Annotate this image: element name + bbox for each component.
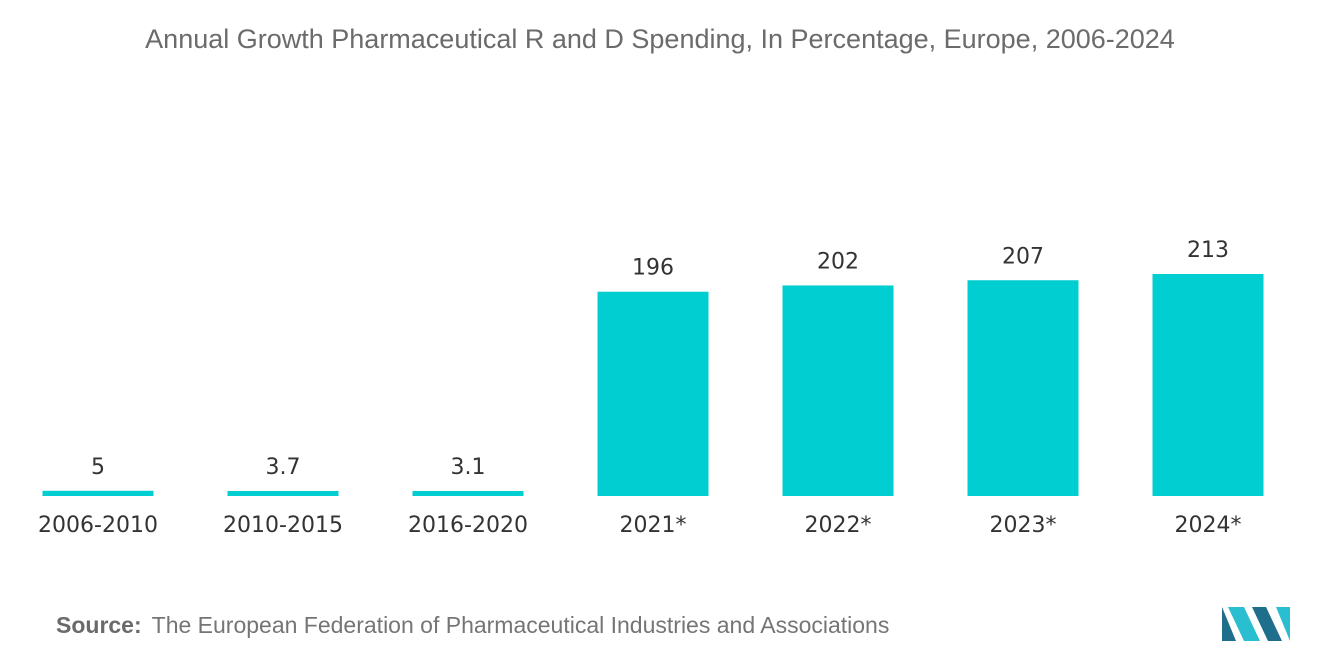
logo-right-stroke — [1252, 607, 1282, 641]
source-note: Source: The European Federation of Pharma… — [56, 612, 889, 639]
category-label: 2024* — [1175, 513, 1242, 538]
value-label: 3.1 — [451, 455, 486, 480]
source-text: The European Federation of Pharmaceutica… — [151, 612, 890, 638]
logo-end-stroke — [1276, 607, 1290, 641]
value-label: 202 — [817, 249, 859, 274]
logo-middle-stroke — [1228, 607, 1260, 641]
logo-left-stroke — [1222, 607, 1236, 641]
value-label: 3.7 — [266, 455, 301, 480]
bar-2021 — [597, 291, 709, 496]
value-label: 213 — [1187, 238, 1229, 263]
bar-chart: 5 2006-2010 3.7 2010-2015 3.1 2016-2020 196 202… — [38, 238, 1264, 538]
category-label: 2006-2010 — [38, 513, 158, 538]
value-label: 207 — [1002, 244, 1044, 269]
category-label: 2023* — [990, 513, 1057, 538]
category-label: 2010-2015 — [223, 513, 343, 538]
category-label: 2016-2020 — [408, 513, 528, 538]
category-label: 2021* — [620, 513, 687, 538]
brand-logo-icon — [1222, 607, 1290, 641]
bar-2006-2010 — [42, 490, 154, 496]
value-label: 5 — [91, 455, 105, 480]
bar-2024 — [1152, 274, 1264, 496]
bar-2022 — [782, 285, 894, 496]
bar-2023 — [967, 280, 1079, 496]
category-label: 2022* — [805, 513, 872, 538]
source-label: Source: — [56, 612, 142, 638]
bar-2016-2020 — [412, 491, 524, 496]
value-label: 196 — [632, 256, 674, 281]
bar-2010-2015 — [227, 491, 339, 496]
chart-title: Annual Growth Pharmaceutical R and D Spe… — [145, 24, 1175, 54]
